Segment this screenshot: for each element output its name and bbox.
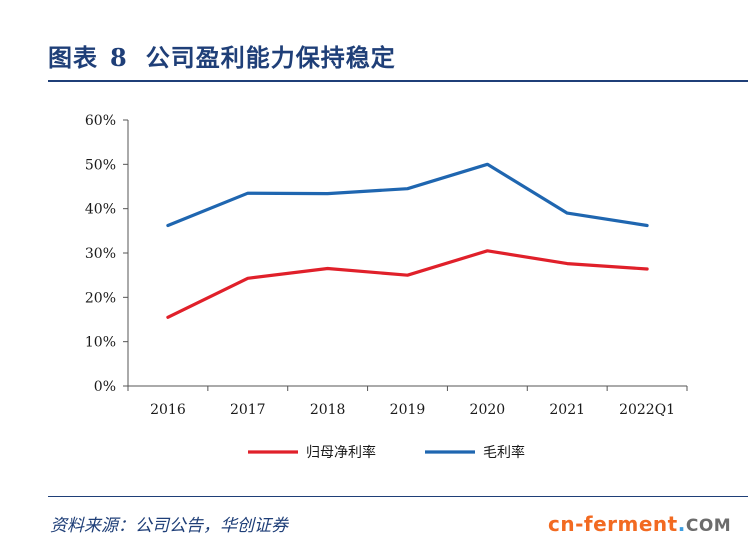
watermark-brand: cn-ferment (548, 512, 678, 536)
chart-ticks: 0% 10% 20% 30% 40% 50% 60% 2016 2017 2018 2019 2020… (85, 113, 688, 418)
x-tick-label: 2018 (310, 402, 346, 418)
series-line-net-margin (166, 249, 649, 319)
x-tick-label: 2020 (470, 402, 506, 418)
y-tick-label: 60% (85, 113, 116, 129)
y-tick-label: 0% (94, 379, 116, 395)
y-tick-label: 50% (85, 157, 116, 173)
x-tick-label: 2016 (150, 402, 186, 418)
y-tick-label: 10% (85, 335, 116, 351)
x-tick-label: 2017 (230, 402, 266, 418)
figure-prefix: 图表 (48, 44, 98, 72)
chart-legend: 归母净利率 毛利率 (248, 444, 525, 461)
watermark-logo: cn-ferment.COM (548, 512, 731, 536)
x-tick-label: 2019 (390, 402, 426, 418)
chart-axes (127, 120, 687, 387)
figure-number: 8 (110, 43, 128, 72)
chart-series (166, 162, 649, 319)
watermark-dot: . (677, 512, 686, 536)
legend-label-net-margin: 归母净利率 (306, 444, 376, 461)
legend-label-gross-margin: 毛利率 (483, 444, 525, 461)
x-tick-label: 2021 (549, 402, 585, 418)
figure-title-text: 公司盈利能力保持稳定 (145, 44, 396, 72)
y-tick-label: 20% (85, 290, 116, 306)
figure-title: 图表 8 公司盈利能力保持稳定 (48, 38, 396, 73)
footer-divider (48, 496, 748, 497)
title-divider (48, 80, 748, 82)
line-chart: 0% 10% 20% 30% 40% 50% 60% 2016 2017 2018 2019 2020… (85, 113, 688, 461)
y-tick-label: 40% (85, 202, 116, 218)
y-tick-label: 30% (85, 246, 116, 262)
source-note: 资料来源：公司公告，华创证券 (50, 516, 288, 536)
series-line-gross-margin (166, 162, 649, 228)
x-tick-label: 2022Q1 (619, 402, 675, 418)
watermark-tld: COM (685, 516, 732, 536)
